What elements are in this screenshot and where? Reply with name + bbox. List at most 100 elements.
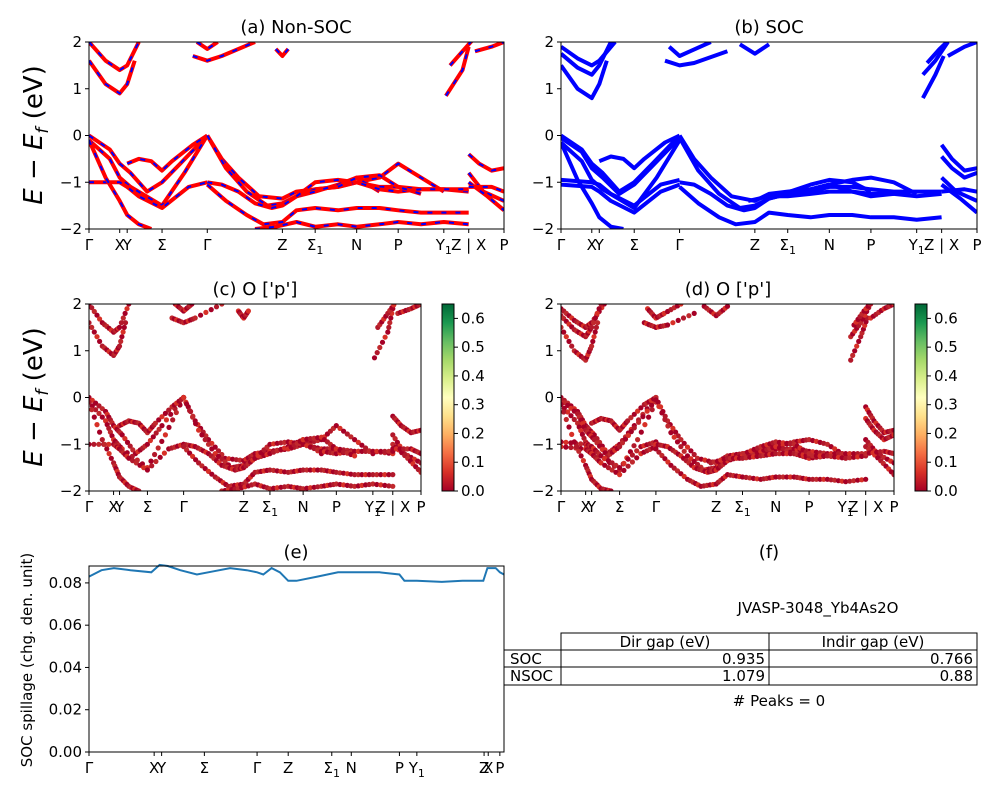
x-tick-label: P (416, 498, 425, 516)
y-tick-label: −1 (532, 435, 554, 453)
pdos-point (859, 453, 865, 459)
pdos-point (635, 408, 641, 414)
pdos-point (891, 432, 894, 438)
pdos-point (678, 304, 684, 307)
pdos-point (120, 329, 126, 335)
pdos-point (592, 315, 599, 321)
pdos-point (122, 436, 128, 442)
y-tick-label: 0 (544, 389, 554, 407)
nsoc-band-dash (89, 42, 140, 72)
x-tick-label: Y (594, 236, 605, 254)
nsoc-band-dash (468, 185, 504, 193)
pdos-point (193, 421, 199, 427)
pdos-point (101, 441, 108, 447)
pdos-point (843, 451, 849, 457)
nsoc-band-line (89, 134, 210, 208)
pdos-point (891, 304, 894, 307)
pdos-point (94, 334, 100, 340)
x-tick-label: Z (277, 236, 287, 254)
pdos-point (184, 401, 190, 407)
pdos-point (625, 418, 631, 424)
pdos-point (122, 310, 128, 316)
pdos-point (843, 455, 849, 461)
pdos-point (386, 483, 392, 489)
nsoc-band-dash (196, 42, 219, 51)
x-tick-label: P (866, 236, 875, 254)
pdos-point (646, 414, 652, 420)
pdos-point (675, 317, 681, 323)
pdos-point (634, 448, 640, 454)
pdos-point (355, 448, 361, 454)
pdos-point (569, 431, 575, 437)
y-tick-label: 2 (72, 33, 82, 51)
y-tick-label: 0.00 (49, 743, 82, 761)
soc-band-line (561, 60, 609, 101)
pdos-point (817, 453, 823, 459)
pdos-point (568, 444, 574, 451)
soc-band-line (940, 155, 977, 180)
pdos-point (394, 439, 400, 445)
pdos-point (640, 414, 646, 420)
pdos-point (628, 415, 634, 421)
pdos-point (89, 305, 95, 311)
pdos-point (166, 424, 172, 430)
pdos-point (688, 448, 694, 454)
pdos-point (684, 444, 691, 450)
pdos-point (571, 416, 577, 423)
pdos-point (205, 441, 212, 447)
nsoc-band-dash (89, 181, 208, 210)
pdos-point (136, 488, 142, 491)
colorbar-tick-label: 0.6 (461, 309, 485, 327)
pdos-point (691, 310, 697, 316)
x-tick-label: Σ (200, 759, 209, 777)
pdos-point (867, 304, 873, 307)
x-tick-label: Z | X (924, 236, 959, 254)
pdos-point (382, 482, 388, 488)
pdos-point (598, 304, 604, 307)
x-tick-label: X (149, 759, 159, 777)
pdos-point (124, 306, 130, 312)
pdos-point (773, 451, 779, 457)
pdos-point (589, 324, 595, 330)
pdos-point (843, 479, 849, 485)
colorbar-tick-label: 0.3 (934, 396, 958, 414)
x-tick-label: N (298, 498, 309, 516)
x-tick-label: Σ (615, 498, 624, 516)
pdos-point (245, 308, 251, 314)
pdos-point (116, 343, 123, 349)
pdos-point (390, 446, 396, 452)
pdos-point (776, 474, 783, 480)
pdos-point (806, 476, 812, 482)
pdos-point (418, 304, 421, 307)
x-tick-label: P (395, 759, 404, 777)
pdos-point (155, 445, 161, 451)
pdos-point (307, 467, 313, 473)
pdos-point (724, 304, 731, 309)
pdos-point (119, 334, 125, 340)
y-tick-label: −1 (60, 435, 82, 453)
pdos-point (847, 478, 853, 484)
nsoc-band-dash (89, 139, 152, 229)
nsoc-band-dash (337, 174, 422, 195)
pdos-point (374, 350, 380, 356)
nsoc-band-dash (206, 183, 469, 226)
pdos-point (418, 469, 421, 475)
y-tick-label: 2 (72, 295, 82, 313)
pdos-point (634, 455, 640, 461)
x-tick-label: X (108, 498, 118, 516)
pdos-point (418, 451, 421, 457)
x-tick-label: N (824, 236, 835, 254)
pdos-point (118, 320, 124, 326)
x-tick-label: Z (283, 759, 293, 777)
pdos-point (91, 441, 97, 447)
pdos-point (404, 446, 410, 452)
y-tick-label: 0.02 (49, 701, 82, 719)
nsoc-band-dash (449, 42, 473, 67)
pdos-point (152, 420, 158, 426)
x-tick-label: Σ (157, 236, 166, 254)
pdos-point (344, 431, 350, 437)
pdos-point (304, 467, 310, 473)
pdos-point (855, 454, 861, 460)
pdos-point (850, 352, 856, 358)
nsoc-band-dash (295, 178, 469, 198)
